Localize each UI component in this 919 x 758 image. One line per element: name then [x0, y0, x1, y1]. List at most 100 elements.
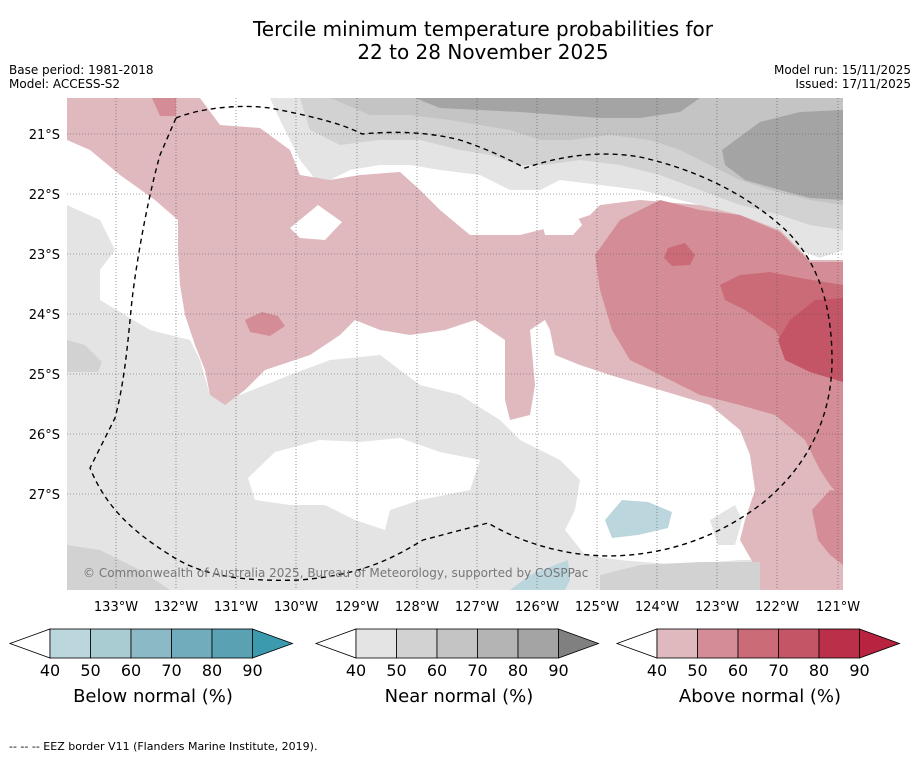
colorbar-tick-label: 50 — [80, 661, 100, 680]
near-normal-patch-sw — [150, 352, 170, 373]
near-normal-patch-east — [710, 505, 742, 545]
colorbar-extend-high — [859, 628, 901, 659]
colorbar-tick-label: 50 — [687, 661, 707, 680]
gridlines — [67, 98, 843, 590]
model-label: Model: ACCESS-S2 — [9, 77, 121, 91]
colorbar-near-title: Near normal (%) — [384, 686, 534, 707]
base-period-label: Base period: 1981-2018 — [9, 63, 154, 77]
colorbar-tick-label: 60 — [427, 661, 447, 680]
latitude-label: 21°S — [29, 128, 60, 143]
latitude-label: 22°S — [29, 188, 60, 203]
map-panel: © Commonwealth of Australia 2025, Bureau… — [29, 98, 860, 615]
below-normal-region — [605, 500, 672, 538]
longitude-label: 125°W — [575, 600, 619, 615]
longitude-label: 127°W — [455, 600, 499, 615]
colorbar-below-bar: 40 50 60 70 80 90 — [8, 628, 294, 680]
longitude-label: 133°W — [94, 600, 138, 615]
longitude-label: 130°W — [274, 600, 318, 615]
colorbar-cell — [396, 628, 438, 659]
colorbar-extend-high — [252, 628, 294, 659]
longitude-label: 123°W — [695, 600, 739, 615]
colorbar-tick-label: 40 — [40, 661, 60, 680]
longitude-labels: 133°W 132°W 131°W 130°W 129°W 128°W 127°W 126°W… — [94, 600, 860, 615]
colorbar-tick-label: 90 — [242, 661, 262, 680]
latitude-label: 25°S — [29, 368, 60, 383]
near-normal-60-band — [330, 98, 843, 205]
colorbar-extend-low — [615, 628, 658, 659]
white-gap-east — [540, 212, 582, 235]
colorbar-extend-high — [558, 628, 600, 659]
near-normal-50-patch-south — [600, 562, 760, 590]
colorbar-cell — [818, 628, 860, 659]
colorbar-cell — [697, 628, 739, 659]
colorbar-tick-label: 80 — [202, 661, 222, 680]
colorbar-cell — [49, 628, 91, 659]
longitude-label: 124°W — [635, 600, 679, 615]
meta-right: Model run: 15/11/2025 Issued: 17/11/2025 — [774, 63, 911, 91]
colorbar-tick-label: 60 — [728, 661, 748, 680]
near-normal-50-patch-sw — [67, 545, 170, 590]
colorbar-below-title: Below normal (%) — [73, 686, 233, 707]
longitude-label: 121°W — [816, 600, 860, 615]
longitude-label: 122°W — [755, 600, 799, 615]
above-normal-70-region — [778, 298, 843, 382]
longitude-label: 128°W — [395, 600, 439, 615]
title-line-1: Tercile minimum temperature probabilitie… — [252, 17, 714, 41]
colorbar-tick-label: 80 — [508, 661, 528, 680]
colorbar-tick-label: 90 — [548, 661, 568, 680]
latitude-label: 24°S — [29, 308, 60, 323]
colorbar-tick-label: 70 — [768, 661, 788, 680]
latitude-label: 26°S — [29, 428, 60, 443]
above-normal-50-south — [812, 490, 843, 565]
footnote: -- -- -- EEZ border V11 (Flanders Marine… — [9, 740, 318, 753]
longitude-label: 131°W — [214, 600, 258, 615]
latitude-label: 27°S — [29, 488, 60, 503]
near-normal-region-lower — [67, 205, 760, 590]
below-normal-region-south — [510, 560, 570, 590]
longitude-label: 126°W — [515, 600, 559, 615]
colorbar-tick-label: 90 — [849, 661, 869, 680]
colorbar-extend-low — [314, 628, 357, 659]
colorbar-cell — [211, 628, 253, 659]
colorbar-cell — [656, 628, 698, 659]
issued-label: Issued: 17/11/2025 — [795, 77, 911, 91]
colorbar-cell — [517, 628, 559, 659]
colorbar-tick-label: 40 — [647, 661, 667, 680]
title-line-2: 22 to 28 November 2025 — [357, 40, 609, 64]
above-normal-50-top-left — [152, 98, 176, 116]
copyright-notice: © Commonwealth of Australia 2025, Bureau… — [83, 566, 588, 580]
colorbar-cell — [737, 628, 779, 659]
colorbar-cell — [778, 628, 820, 659]
colorbar-above-title: Above normal (%) — [678, 686, 842, 707]
colorbar-above-bar: 40 50 60 70 80 90 — [615, 628, 901, 680]
colorbar-near-bar: 40 50 60 70 80 90 — [314, 628, 600, 680]
near-normal-50-patch-west — [67, 340, 102, 372]
longitude-label: 129°W — [335, 600, 379, 615]
colorbar-cell — [477, 628, 519, 659]
colorbar-tick-label: 40 — [346, 661, 366, 680]
colorbar-tick-label: 80 — [809, 661, 829, 680]
colorbar-tick-label: 70 — [161, 661, 181, 680]
map-area: © Commonwealth of Australia 2025, Bureau… — [67, 98, 843, 590]
colorbar-cell — [436, 628, 478, 659]
colorbar-cell — [130, 628, 172, 659]
above-normal-60-spot-east — [664, 243, 695, 266]
colorbar-cell — [355, 628, 397, 659]
meta-left: Base period: 1981-2018 Model: ACCESS-S2 — [9, 63, 154, 91]
colorbar-tick-label: 70 — [467, 661, 487, 680]
eez-border — [89, 105, 833, 582]
above-normal-50-spot-west — [245, 312, 285, 336]
latitude-label: 23°S — [29, 248, 60, 263]
colorbar-cell — [171, 628, 213, 659]
white-gap-small — [396, 448, 436, 472]
model-run-label: Model run: 15/11/2025 — [773, 63, 911, 77]
colorbar-tick-label: 50 — [386, 661, 406, 680]
colorbar-tick-label: 60 — [121, 661, 141, 680]
chart-title: Tercile minimum temperature probabilitie… — [0, 18, 919, 64]
latitude-labels: 21°S 22°S 23°S 24°S 25°S 26°S 27°S — [29, 128, 60, 503]
colorbar-extend-low — [8, 628, 51, 659]
colorbar-cell — [90, 628, 132, 659]
white-gap-north — [290, 205, 342, 240]
near-normal-80-patch — [722, 110, 843, 200]
near-normal-80-top — [415, 98, 700, 118]
